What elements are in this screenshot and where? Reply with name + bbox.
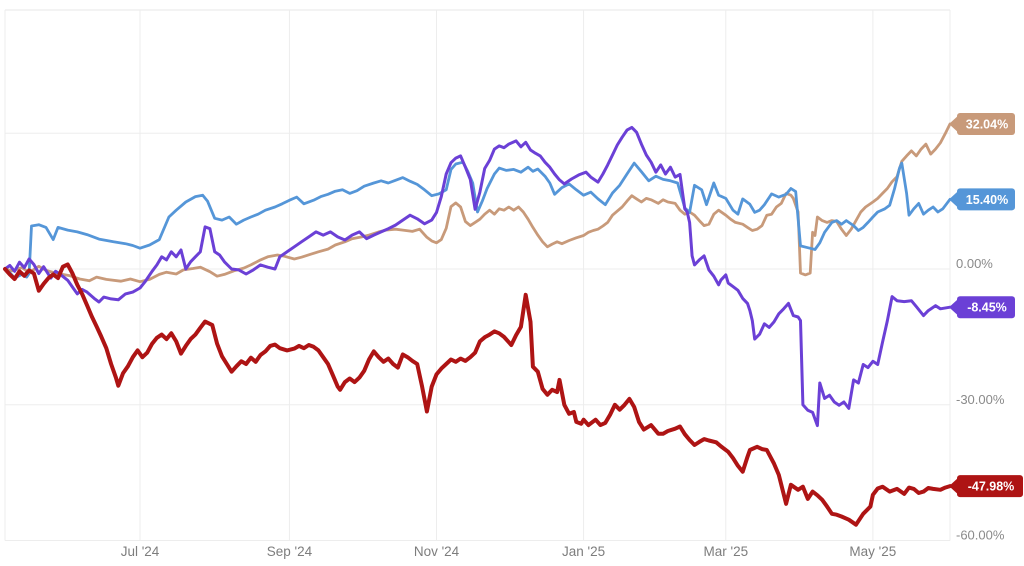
last-value-badge-tan: 32.04% <box>949 113 1015 136</box>
x-tick-label: Jan '25 <box>562 544 605 559</box>
y-tick-label--60: -60.00% <box>956 528 1005 543</box>
last-value-badge-blue: 15.40% <box>949 188 1015 211</box>
series-lines <box>3 122 952 527</box>
badge-label-blue: 15.40% <box>966 193 1008 207</box>
value-badges: 32.04% 15.40% -8.45% -47.98% <box>949 113 1023 498</box>
x-tick-label: Mar '25 <box>704 544 749 559</box>
x-tick-label: Nov '24 <box>414 544 460 559</box>
series-line-blue[interactable] <box>3 160 952 280</box>
gridlines <box>4 9 951 541</box>
x-tick-label: May '25 <box>849 544 896 559</box>
series-line-tan[interactable] <box>3 122 952 284</box>
badge-label-tan: 32.04% <box>966 118 1008 132</box>
last-value-badge-red: -47.98% <box>949 475 1023 498</box>
series-line-purple[interactable] <box>3 125 952 428</box>
x-axis-labels: Jul '24 Sep '24 Nov '24 Jan '25 Mar '25 May '… <box>121 544 897 559</box>
badge-label-red: -47.98% <box>968 480 1015 494</box>
y-tick-label-0: 0.00% <box>956 256 993 271</box>
series-line-red[interactable] <box>3 262 952 527</box>
y-tick-label--30: -30.00% <box>956 392 1005 407</box>
y-axis-labels: 0.00% -30.00% -60.00% <box>956 256 1005 543</box>
badge-label-purple: -8.45% <box>967 301 1007 315</box>
x-tick-label: Jul '24 <box>121 544 160 559</box>
x-tick-label: Sep '24 <box>267 544 313 559</box>
last-value-badge-purple: -8.45% <box>949 296 1015 319</box>
